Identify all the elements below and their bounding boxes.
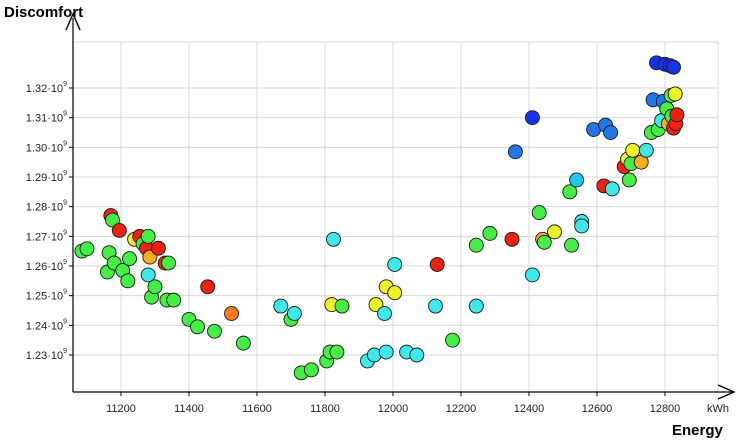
x-tick-label: 11200 — [106, 403, 136, 415]
axes — [65, 12, 736, 400]
data-point-red — [429, 257, 445, 272]
grid — [73, 41, 719, 392]
y-tick-label: 1.27·109 — [26, 229, 67, 243]
data-point-cyan — [273, 298, 289, 314]
x-tick-label: 12400 — [514, 403, 545, 415]
data-point-red — [150, 240, 166, 256]
data-point-green — [445, 332, 460, 348]
x-tick-labels: 11200 11400 11600 11800 12000 12200 12400 12600… — [106, 392, 680, 415]
data-point-blue — [507, 144, 523, 160]
y-tick-label: 1.26·109 — [26, 259, 67, 273]
data-point-green — [161, 255, 177, 271]
data-point-red — [504, 231, 520, 247]
data-point-green — [120, 273, 136, 289]
data-point-green — [334, 298, 350, 314]
data-point-green — [531, 205, 547, 221]
data-point-green — [79, 241, 95, 257]
y-tick-label: 1.28·109 — [26, 200, 67, 214]
x-tick-label: 11400 — [174, 403, 204, 415]
data-point-cyan — [140, 267, 156, 283]
data-point-yellow — [625, 142, 641, 158]
data-point-green — [140, 228, 156, 244]
data-point-cyan — [468, 298, 484, 314]
x-tick-label: 12200 — [446, 403, 477, 415]
data-point-cyan — [574, 218, 590, 234]
y-axis-title: Discomfort — [4, 4, 83, 21]
data-point-cyan — [286, 306, 302, 321]
data-point-cyan — [387, 257, 403, 272]
data-point-green — [190, 319, 205, 335]
data-points — [74, 55, 685, 381]
y-axis-arrow — [65, 12, 81, 31]
data-point-orange — [224, 306, 239, 321]
x-tick-label: 12600 — [582, 403, 613, 415]
data-point-cyan — [638, 142, 654, 158]
data-point-cyan — [604, 181, 620, 197]
x-axis-unit: kWh — [707, 403, 729, 415]
y-tick-label: 1.31·109 — [26, 111, 67, 125]
data-point-green — [536, 234, 552, 250]
data-point-green — [147, 279, 163, 295]
data-point-cyan — [326, 231, 341, 247]
data-point-green — [166, 292, 182, 308]
data-point-green — [621, 172, 637, 188]
x-tick-label: 11600 — [242, 403, 272, 415]
y-tick-label: 1.32·109 — [26, 81, 67, 95]
data-point-cyan — [524, 267, 540, 283]
x-tick-label: 12800 — [650, 403, 681, 415]
data-point-green — [482, 225, 498, 241]
data-point-green — [468, 237, 484, 253]
x-tick-label: 12000 — [378, 403, 409, 415]
data-point-yellow — [667, 86, 683, 102]
data-point-skyblue — [569, 172, 585, 188]
y-tick-label: 1.24·109 — [26, 318, 67, 332]
x-tick-label: 11800 — [310, 403, 340, 415]
data-point-darkblue — [524, 110, 540, 126]
data-point-blue — [603, 125, 619, 140]
data-point-yellow — [547, 224, 562, 240]
data-point-green — [303, 362, 319, 378]
data-point-green — [329, 344, 345, 360]
data-point-cyan — [409, 347, 425, 363]
data-point-darkblue — [666, 59, 681, 75]
data-point-red — [669, 107, 685, 123]
data-point-cyan — [428, 298, 443, 314]
y-tick-labels: 1.23·109 1.24·109 1.25·109 1.26·109 1.27·109… — [26, 81, 73, 362]
data-point-cyan — [377, 306, 392, 321]
data-point-green — [235, 335, 251, 351]
data-point-red — [200, 279, 216, 295]
data-point-green — [564, 237, 579, 253]
y-tick-label: 1.23·109 — [26, 348, 67, 362]
x-axis-arrow — [717, 384, 736, 400]
y-tick-label: 1.30·109 — [26, 140, 67, 154]
data-point-green — [562, 184, 578, 200]
y-tick-label: 1.25·109 — [26, 289, 67, 303]
data-point-green — [105, 212, 120, 228]
data-point-green — [207, 323, 222, 339]
data-point-cyan — [378, 344, 394, 360]
x-axis-title: Energy — [672, 422, 724, 439]
data-point-green — [122, 251, 137, 267]
data-point-red — [111, 222, 127, 238]
y-tick-label: 1.29·109 — [26, 170, 67, 184]
data-point-yellow — [387, 285, 403, 301]
